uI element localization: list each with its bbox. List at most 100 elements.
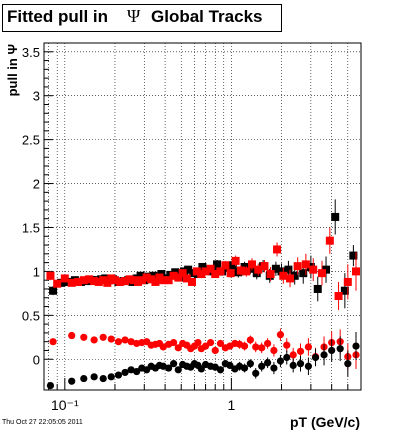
data-point-circle bbox=[165, 364, 173, 372]
data-point-circle bbox=[240, 364, 249, 372]
data-point-square bbox=[121, 277, 130, 286]
data-point-square bbox=[301, 260, 310, 269]
data-point-square bbox=[211, 270, 220, 279]
data-point-circle bbox=[246, 336, 254, 344]
chart-title-prefix: Fitted pull in bbox=[7, 7, 109, 26]
data-point-square bbox=[129, 276, 138, 285]
data-point-circle bbox=[174, 344, 182, 352]
data-point-circle bbox=[283, 353, 291, 362]
y-tick-label: 1 bbox=[33, 264, 40, 279]
data-point-circle bbox=[352, 342, 360, 350]
data-point-circle bbox=[258, 362, 266, 370]
data-point-square bbox=[313, 284, 322, 293]
data-point-circle bbox=[107, 335, 115, 343]
data-point-square bbox=[110, 276, 119, 285]
data-point-square bbox=[221, 261, 230, 270]
data-point-circle bbox=[320, 351, 328, 359]
data-point-square bbox=[79, 276, 88, 285]
data-point-circle bbox=[311, 353, 320, 362]
data-point-circle bbox=[121, 368, 129, 377]
data-point-circle bbox=[114, 371, 123, 379]
y-axis-label: pull in Ψ bbox=[5, 44, 20, 96]
data-point-square bbox=[46, 271, 55, 280]
data-point-square bbox=[192, 267, 201, 276]
data-point-circle bbox=[344, 360, 352, 368]
data-point-circle bbox=[252, 369, 260, 377]
x-axis-label: pT (GeV/c) bbox=[290, 414, 360, 430]
data-point-circle bbox=[246, 360, 254, 368]
data-point-square bbox=[159, 276, 168, 285]
data-point-square bbox=[201, 267, 210, 276]
x-tick-label: 1 bbox=[227, 397, 235, 413]
data-point-square bbox=[184, 265, 193, 274]
data-point-square bbox=[187, 277, 196, 286]
data-point-circle bbox=[127, 338, 135, 346]
data-point-circle bbox=[49, 338, 57, 346]
data-point-circle bbox=[99, 333, 107, 341]
data-point-circle bbox=[80, 374, 88, 383]
data-point-square bbox=[248, 260, 257, 269]
data-point-circle bbox=[258, 344, 266, 352]
data-point-square bbox=[125, 275, 134, 284]
data-point-circle bbox=[252, 343, 260, 351]
data-point-circle bbox=[170, 338, 178, 347]
data-point-square bbox=[67, 278, 76, 287]
data-point-circle bbox=[283, 341, 291, 349]
data-point-circle bbox=[276, 331, 285, 339]
data-point-circle bbox=[68, 331, 76, 340]
data-point-circle bbox=[276, 357, 285, 365]
data-point-square bbox=[254, 265, 263, 274]
data-point-circle bbox=[216, 339, 225, 348]
data-point-square bbox=[286, 274, 295, 283]
data-point-square bbox=[331, 212, 340, 221]
x-tick-label: 10⁻¹ bbox=[51, 397, 79, 413]
data-point-circle bbox=[264, 359, 272, 367]
data-point-circle bbox=[211, 346, 219, 355]
data-point-circle bbox=[289, 351, 297, 359]
data-point-circle bbox=[240, 342, 249, 350]
data-point-circle bbox=[46, 382, 55, 390]
data-point-circle bbox=[296, 347, 305, 355]
data-point-square bbox=[322, 265, 331, 274]
plot-frame bbox=[43, 42, 362, 391]
data-point-square bbox=[213, 260, 222, 269]
y-tick-label: 3.5 bbox=[22, 45, 40, 60]
data-point-square bbox=[343, 277, 352, 286]
data-point-square bbox=[260, 262, 269, 271]
data-point-square bbox=[60, 274, 69, 283]
data-point-square bbox=[226, 269, 235, 278]
data-point-square bbox=[216, 267, 225, 276]
y-tick-label: 0 bbox=[33, 352, 40, 367]
data-point-circle bbox=[270, 346, 278, 355]
data-point-circle bbox=[336, 345, 344, 353]
data-point-circle bbox=[159, 343, 167, 351]
chart-title-suffix: Global Tracks bbox=[151, 7, 263, 26]
data-point-circle bbox=[90, 373, 98, 381]
data-point-square bbox=[169, 271, 178, 280]
data-point-circle bbox=[226, 361, 234, 370]
data-point-square bbox=[198, 263, 207, 272]
data-point-square bbox=[116, 277, 125, 286]
data-point-square bbox=[290, 271, 299, 280]
data-point-square bbox=[151, 277, 160, 286]
data-point-square bbox=[349, 251, 358, 260]
data-point-square bbox=[309, 265, 318, 274]
data-point-circle bbox=[206, 338, 215, 347]
data-point-square bbox=[284, 265, 293, 274]
data-point-square bbox=[137, 276, 146, 285]
data-point-circle bbox=[304, 343, 313, 351]
data-point-circle bbox=[114, 338, 123, 346]
data-point-square bbox=[231, 256, 240, 265]
data-point-circle bbox=[264, 339, 272, 348]
data-point-circle bbox=[296, 360, 305, 368]
data-point-circle bbox=[80, 333, 88, 341]
y-tick-label: 1.5 bbox=[22, 220, 40, 235]
data-point-square bbox=[206, 264, 215, 273]
data-point-square bbox=[228, 261, 237, 270]
data-point-square bbox=[279, 271, 288, 280]
chart-title-symbol: Ψ bbox=[127, 6, 141, 26]
data-point-square bbox=[103, 278, 112, 287]
data-point-square bbox=[273, 245, 282, 254]
data-point-square bbox=[178, 269, 187, 278]
data-point-circle bbox=[68, 377, 76, 385]
